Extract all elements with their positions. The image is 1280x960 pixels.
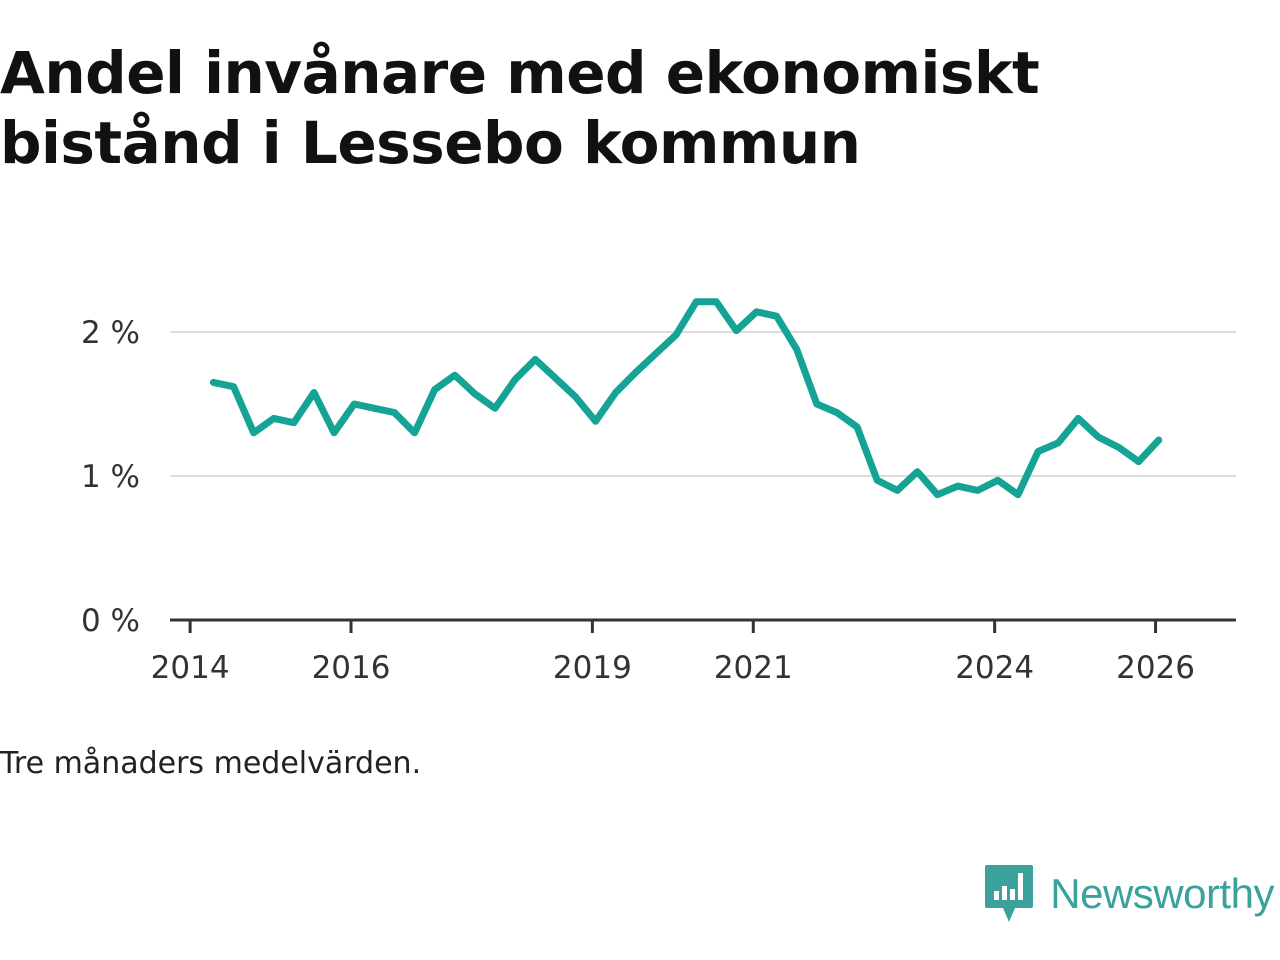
chart-note: Tre månaders medelvärden. [0,746,422,781]
y-tick-label: 2 % [81,315,140,351]
grid-lines [170,331,1236,477]
x-tick-label: 2021 [714,650,793,686]
series-line [209,298,1163,499]
x-tick-label: 2024 [955,650,1034,686]
series-lines [209,298,1163,499]
y-axis-labels: 0 % 1 % 2 % [81,315,140,639]
x-tick-label: 2014 [151,650,230,686]
chart-title: Andel invånare med ekonomiskt bistånd i … [0,39,1040,177]
newsworthy-logo-icon [985,865,1034,922]
y-tick-label: 0 % [81,603,140,639]
x-tick-label: 2016 [312,650,391,686]
y-tick-label: 1 % [81,459,140,495]
x-axis-ticks: 2014 2016 2019 2021 2024 2026 [151,620,1195,686]
brand-name: Newsworthy [1050,870,1274,917]
brand-logo: Newsworthy [984,862,1274,926]
x-tick-label: 2019 [553,650,632,686]
x-tick-label: 2026 [1116,650,1195,686]
